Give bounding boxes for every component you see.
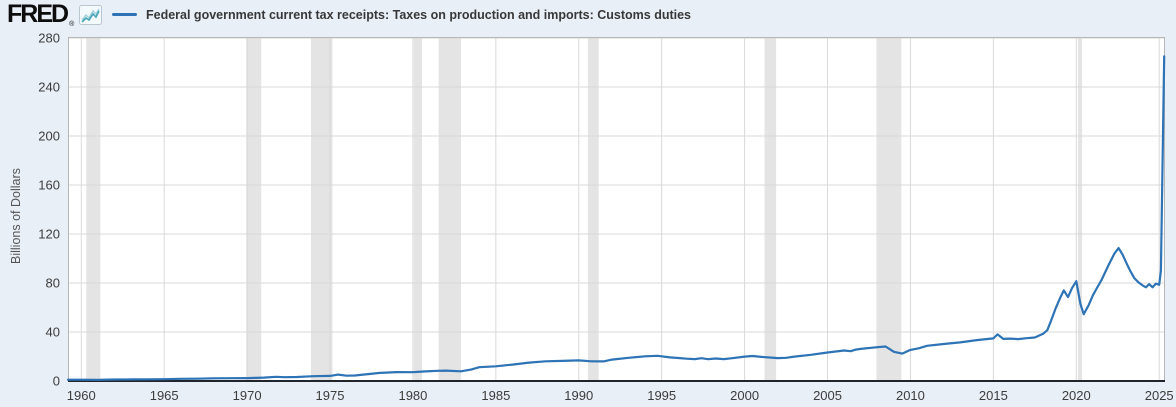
y-axis-tick-label: 200	[38, 129, 60, 144]
x-axis-tick-label: 1990	[564, 388, 593, 403]
y-axis-tick-label: 40	[46, 325, 60, 340]
recession-band	[86, 38, 101, 381]
recession-band	[764, 38, 777, 381]
x-axis-tick-label: 1995	[647, 388, 676, 403]
y-axis-tick-label: 0	[53, 374, 60, 389]
fred-logo-text: FRED	[7, 0, 69, 28]
x-axis-tick-label: 2020	[1062, 388, 1091, 403]
x-axis-tick-label: 2015	[979, 388, 1008, 403]
y-axis-tick-label: 80	[46, 276, 60, 291]
y-axis-tick-label: 120	[38, 227, 60, 242]
recession-band	[310, 38, 333, 381]
y-axis-tick-label: 240	[38, 80, 60, 95]
series-legend-marker	[112, 13, 137, 16]
x-axis-tick-label: 2000	[730, 388, 759, 403]
x-axis-tick-label: 1965	[150, 388, 179, 403]
series-line-customs-duties	[66, 55, 1166, 381]
y-axis-tick-label: 280	[38, 31, 60, 46]
registered-trademark-icon: ®	[69, 21, 75, 28]
x-axis-tick-label: 1985	[481, 388, 510, 403]
chart-header: FRED ® Federal government current tax rec…	[0, 0, 1176, 32]
recession-band	[587, 38, 599, 381]
plot-area[interactable]	[68, 38, 1165, 381]
recession-band	[438, 38, 462, 381]
recession-band	[413, 38, 423, 381]
x-axis-tick-label: 2010	[896, 388, 925, 403]
x-axis-tick-label: 1980	[398, 388, 427, 403]
x-axis-tick-label: 1975	[316, 388, 345, 403]
x-axis-tick-label: 2025	[1145, 388, 1174, 403]
series-title: Federal government current tax receipts:…	[146, 8, 692, 22]
recession-band	[1077, 38, 1083, 381]
fred-logo[interactable]: FRED ®	[7, 0, 75, 34]
recession-band	[876, 38, 902, 381]
recession-band	[246, 38, 262, 381]
y-axis-tick-label: 160	[38, 178, 60, 193]
x-axis-tick-label: 1970	[233, 388, 262, 403]
x-axis-tick-label: 1960	[67, 388, 96, 403]
fred-sparkline-icon	[79, 5, 102, 25]
x-axis-tick-label: 2005	[813, 388, 842, 403]
